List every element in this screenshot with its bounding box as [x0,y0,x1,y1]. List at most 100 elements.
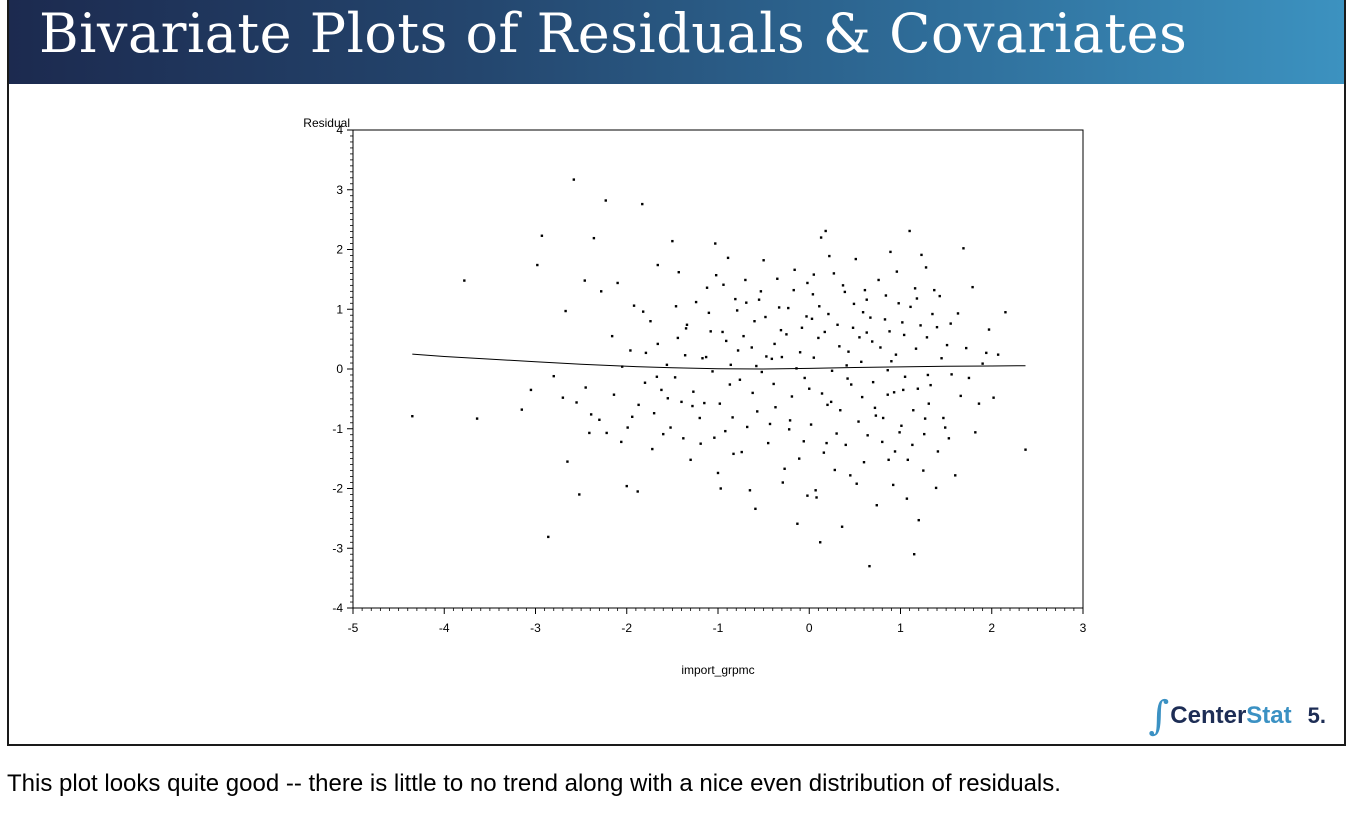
data-point [931,312,934,316]
data-point [935,325,939,329]
data-point [685,323,689,326]
data-point [716,471,720,475]
y-axis-label: Residual [303,116,350,130]
data-point [683,354,687,357]
data-point [637,403,640,407]
data-point [912,409,915,412]
data-point [830,369,834,372]
data-point [874,414,878,417]
data-point [714,273,718,277]
data-point [753,320,756,323]
data-point [777,306,781,309]
y-tick-label: -1 [332,422,343,436]
data-point [847,350,850,353]
data-point [877,278,880,282]
data-point [819,541,822,544]
data-point [923,417,927,420]
x-tick-label: -2 [621,621,632,635]
data-point [909,305,912,309]
data-point [850,383,853,386]
data-point [855,482,858,485]
data-point [919,324,922,327]
data-point [860,395,864,399]
data-point [873,406,877,410]
data-point [811,293,815,296]
data-point [806,281,809,285]
data-point [947,437,951,440]
data-point [894,353,898,356]
data-point [1004,311,1007,314]
data-point [656,342,659,346]
data-point [815,496,818,499]
data-point [902,388,905,392]
data-point [547,535,550,539]
data-point [773,342,776,346]
data-point [865,331,868,334]
data-point [908,229,911,233]
data-point [689,458,692,462]
data-point [665,363,669,367]
data-point [765,355,768,358]
data-point [956,312,960,315]
data-point [929,383,932,387]
data-point [967,376,971,380]
data-point [840,525,844,528]
data-point [732,452,735,456]
data-point [722,283,725,286]
data-point [770,357,774,361]
data-point [772,382,775,386]
data-point [709,330,712,333]
data-point [949,322,952,325]
data-point [680,400,683,404]
data-point [875,504,878,507]
data-point [754,507,757,511]
data-point [828,254,831,258]
x-tick-label: -5 [348,621,359,635]
data-point [900,424,903,427]
slide: Bivariate Plots of Residuals & Covariate… [7,0,1346,746]
data-point [636,490,639,493]
data-point [825,441,828,445]
data-point [620,365,624,368]
data-point [780,355,784,359]
data-point [673,376,677,379]
data-point [829,400,833,404]
data-point [817,336,820,340]
data-point [475,417,479,420]
data-point [954,474,957,477]
data-point [843,290,847,294]
data-point [866,434,869,437]
data-point [750,346,753,349]
data-point [776,277,779,280]
title-bar: Bivariate Plots of Residuals & Covariate… [9,0,1344,84]
data-point [604,199,607,202]
data-point [905,497,909,500]
data-point [540,234,544,237]
data-point [529,388,533,392]
data-point [669,426,672,429]
data-point [705,286,709,289]
data-point [729,363,732,367]
data-point [598,418,601,421]
data-point [575,401,578,404]
data-point [920,253,923,257]
data-point [906,458,909,462]
data-point [520,408,524,411]
data-point [985,351,988,355]
data-point [820,392,824,395]
data-point [738,378,742,381]
data-point [893,450,897,453]
data-point [845,364,848,367]
data-point [981,362,984,365]
data-point [631,415,634,418]
data-point [945,343,949,347]
data-point [916,387,920,390]
data-point [655,375,659,378]
y-tick-label: 3 [336,183,343,197]
data-point [971,285,974,289]
data-point [783,467,786,470]
data-point [616,281,619,285]
data-point [684,327,688,330]
data-point [822,451,826,454]
data-point [626,426,629,429]
